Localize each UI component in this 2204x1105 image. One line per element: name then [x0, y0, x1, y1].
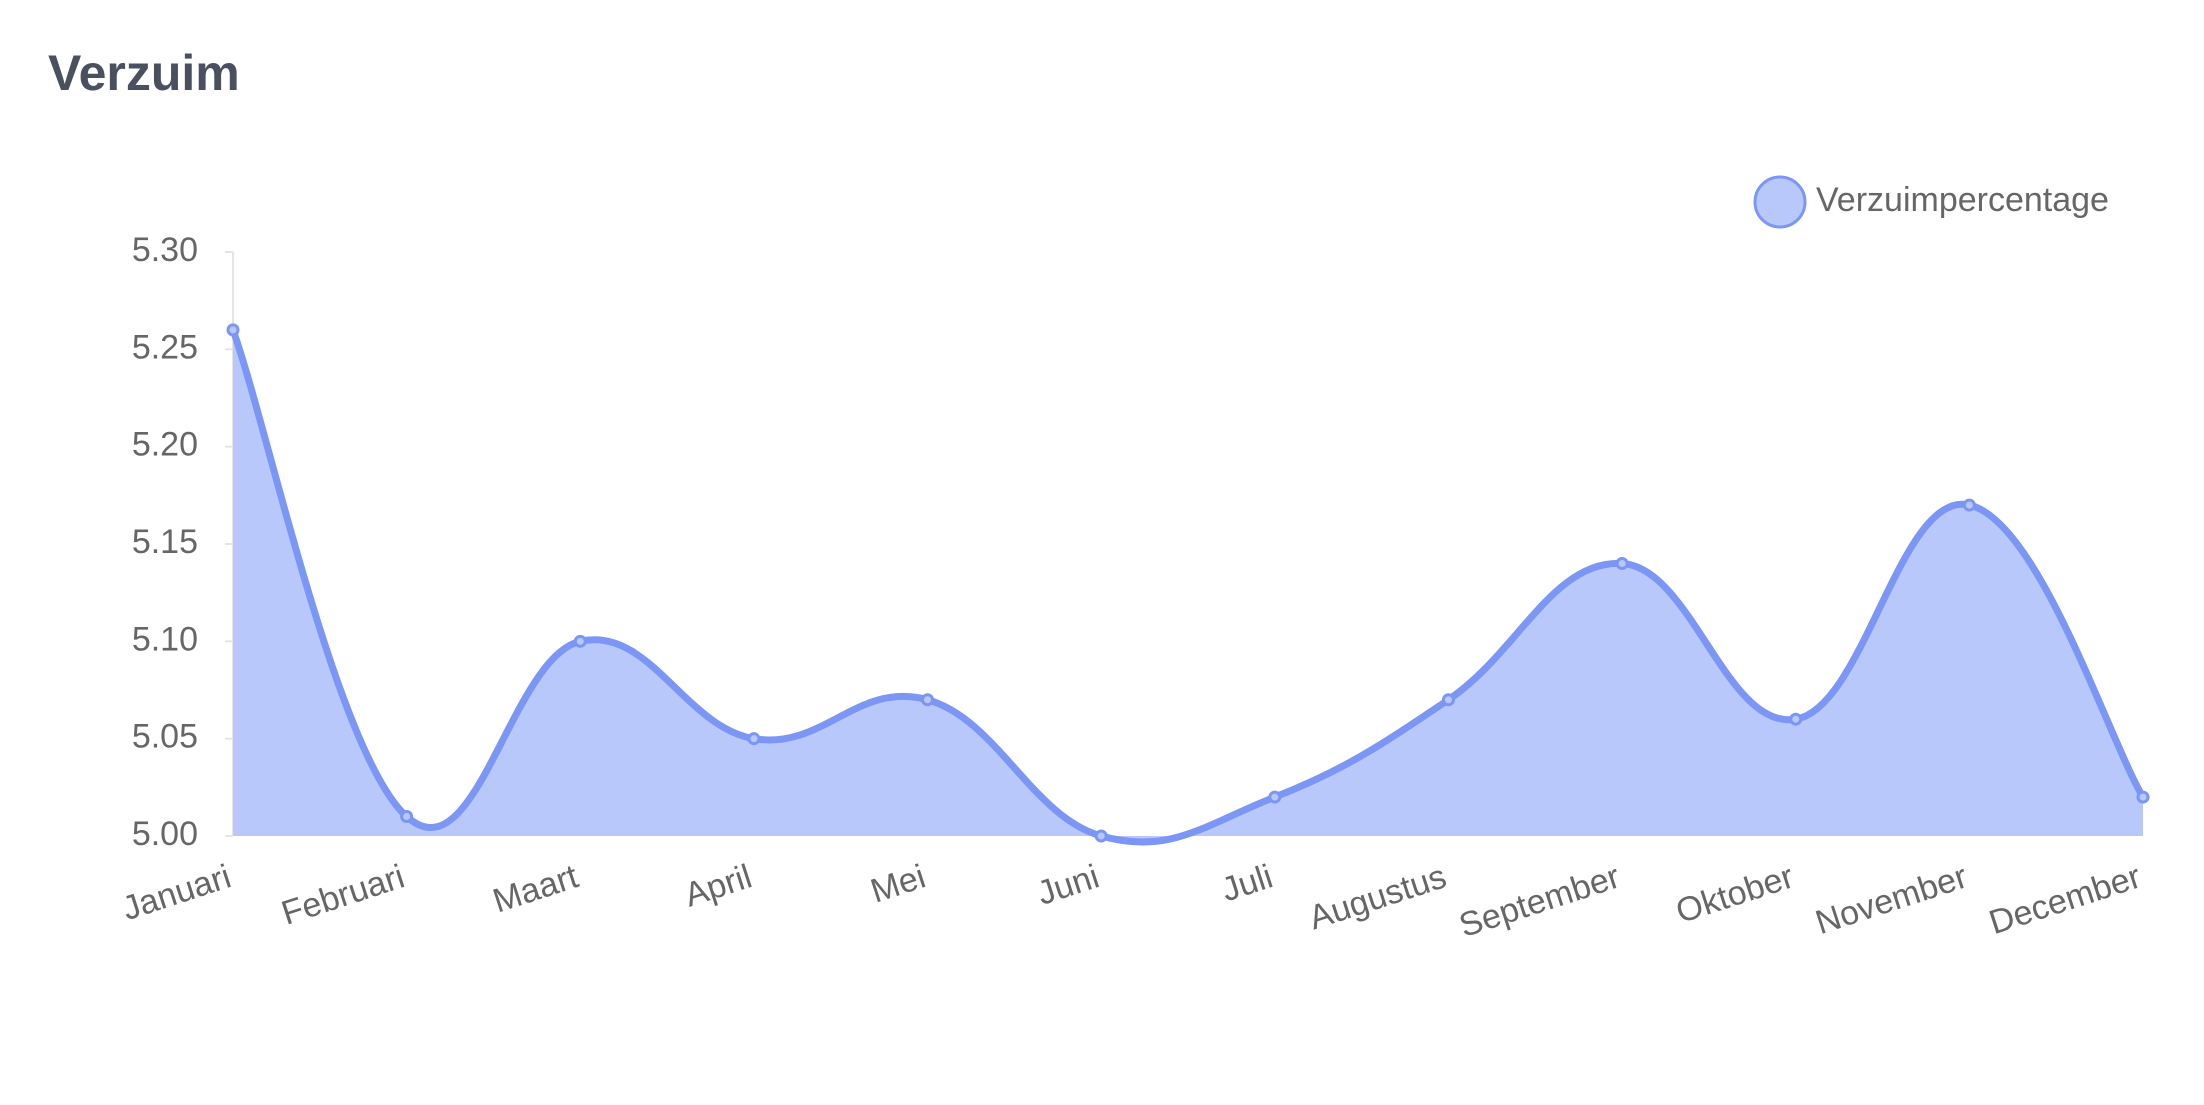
x-tick-label: Mei [866, 857, 930, 910]
x-tick-label: Juni [1033, 857, 1104, 912]
point [747, 732, 761, 746]
point [1268, 790, 1282, 804]
point [226, 323, 240, 337]
x-tick-label: Januari [118, 857, 236, 928]
x-tick-label: Juli [1217, 857, 1277, 909]
x-tick-label: Februari [277, 857, 409, 932]
x-tick-label: November [1811, 857, 1972, 942]
x-tick-label: December [1985, 857, 2146, 942]
y-tick-label: 5.30 [132, 231, 198, 269]
point [1789, 712, 1803, 726]
y-tick-label: 5.10 [132, 620, 198, 658]
area [233, 329, 2143, 843]
point [1962, 498, 1976, 512]
x-tick-label: Oktober [1671, 857, 1798, 931]
point [1441, 693, 1455, 707]
point [1615, 556, 1629, 570]
y-tick-label: 5.05 [132, 718, 198, 756]
chart-title: Verzuim [48, 45, 240, 101]
x-tick-label: Augustus [1304, 857, 1451, 937]
point [573, 634, 587, 648]
point [400, 810, 414, 824]
y-tick-label: 5.15 [132, 523, 198, 561]
point [1094, 829, 1108, 843]
x-tick-label: September [1455, 857, 1625, 945]
point [2136, 790, 2150, 804]
x-tick-label: Maart [488, 857, 583, 920]
line [229, 328, 2147, 846]
x-tick-label: April [680, 857, 756, 914]
y-tick-label: 5.20 [132, 426, 198, 464]
y-tick-label: 5.25 [132, 328, 198, 366]
legend-label: Verzuimpercentage [1816, 181, 2109, 219]
point [921, 693, 935, 707]
y-tick-label: 5.00 [132, 815, 198, 853]
legend-marker [1753, 175, 1807, 229]
